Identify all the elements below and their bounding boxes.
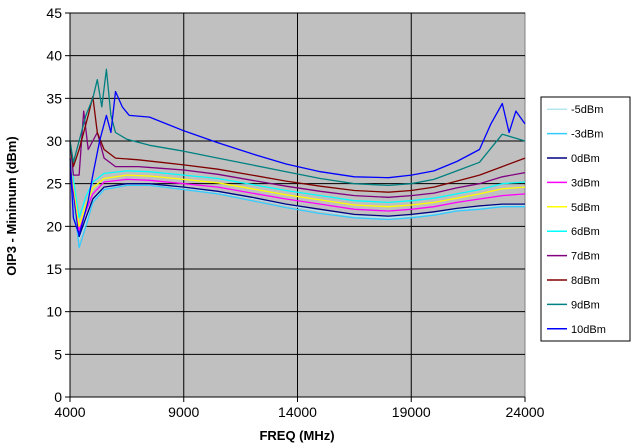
axes: 0 5 10 15 20 25 30 35 40 45 4000 9000 14000 19000 2400… (46, 5, 544, 420)
y-tick-label: 25 (46, 176, 62, 192)
legend-label: 10dBm (571, 324, 606, 336)
legend-label: 8dBm (571, 275, 600, 287)
y-axis-title: OIP3 - Minimum (dBm) (4, 136, 19, 275)
y-tick-label: 5 (54, 346, 62, 362)
y-tick-label: 40 (46, 48, 62, 64)
series-line-10dbm (69, 90, 526, 236)
legend-label: -3dBm (571, 129, 603, 141)
x-tick-label: 24000 (506, 404, 545, 420)
x-axis-title: FREQ (MHz) (259, 428, 334, 443)
series-line-8dbm (69, 95, 526, 193)
y-tick-label: 45 (46, 5, 62, 21)
grid (70, 12, 525, 397)
series-line--5dbm (69, 140, 525, 240)
y-tick-label: 35 (46, 90, 62, 106)
x-tick-label: 9000 (168, 404, 199, 420)
legend-label: 6dBm (571, 226, 600, 238)
legend-box (540, 96, 631, 342)
series-line-0dbm (69, 145, 525, 238)
y-tick-label: 20 (46, 218, 62, 234)
legend-label: -5dBm (571, 104, 603, 116)
y-tick-label: 30 (46, 133, 62, 149)
x-tick-label: 19000 (392, 404, 431, 420)
legend: -5dBm -3dBm 0dBm 3dBm 5dBm 6dBm 7dBm 8dBm 9dBm 10… (540, 96, 631, 342)
y-tick-label: 10 (46, 304, 62, 320)
x-tick-label: 4000 (54, 404, 85, 420)
x-tick-label: 14000 (278, 404, 317, 420)
series-lines (69, 68, 526, 249)
series-line-7dbm (69, 110, 526, 198)
y-tick-label: 0 (54, 389, 62, 405)
legend-label: 9dBm (571, 299, 600, 311)
legend-label: 7dBm (571, 251, 600, 263)
series-line-9dbm (69, 68, 526, 187)
legend-label: 0dBm (571, 153, 600, 165)
series-line-6dbm (69, 139, 526, 219)
series-line-3dbm (69, 142, 526, 232)
legend-label: 5dBm (571, 202, 600, 214)
y-tick-label: 15 (46, 261, 62, 277)
series-line--3dbm (69, 149, 525, 249)
legend-label: 3dBm (571, 177, 600, 189)
